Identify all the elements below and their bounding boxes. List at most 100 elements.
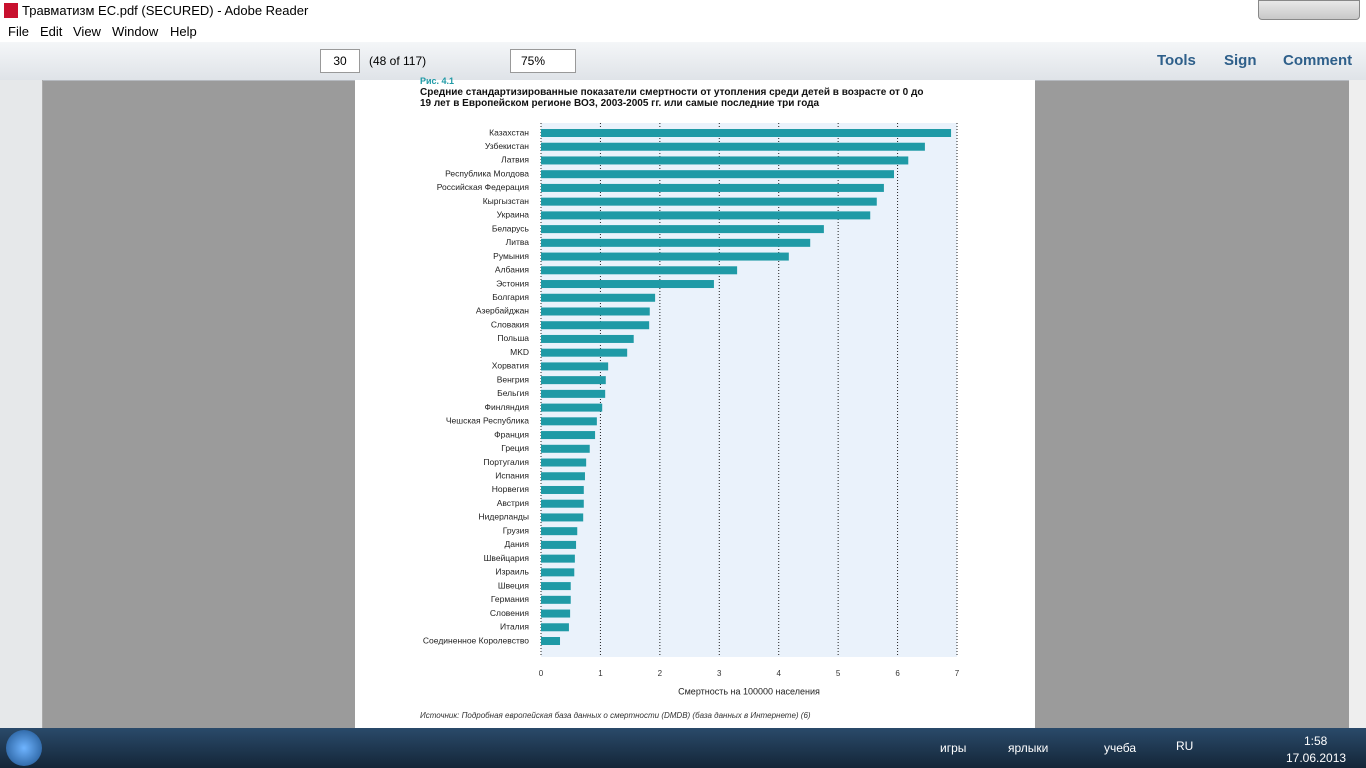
y-tick-label: Узбекистан	[485, 141, 529, 151]
toolbar-item[interactable]: ярлыки	[1008, 741, 1049, 755]
bar	[541, 458, 587, 467]
y-tick-label: Российская Федерация	[437, 182, 530, 192]
start-button[interactable]	[6, 730, 42, 766]
y-tick-label: Бельгия	[497, 388, 529, 398]
y-tick-label: Польша	[497, 333, 529, 343]
y-tick-label: Эстония	[496, 278, 529, 288]
x-tick-label: 0	[539, 669, 544, 678]
y-tick-label: Австрия	[497, 498, 530, 508]
window-controls[interactable]	[1258, 0, 1360, 20]
scrollbar[interactable]	[1349, 80, 1366, 728]
bar	[541, 280, 714, 289]
y-tick-label: Швейцария	[484, 553, 530, 563]
bar	[541, 211, 871, 220]
bar	[541, 499, 584, 508]
bar	[541, 293, 656, 302]
y-tick-label: Греция	[501, 443, 529, 453]
bar	[541, 156, 909, 165]
title-bar: Травматизм ЕС.pdf (SECURED) - Adobe Read…	[0, 0, 1366, 22]
y-tick-label: Кыргызстан	[483, 196, 530, 206]
page-input[interactable]: 30	[320, 49, 360, 73]
app-icon	[4, 3, 18, 18]
bar	[541, 197, 877, 206]
chart-title: Средние стандартизированные показатели с…	[420, 87, 924, 109]
tools-button[interactable]: Tools	[1157, 52, 1196, 69]
x-tick-label: 3	[717, 669, 722, 678]
bar	[541, 334, 634, 343]
chart: 0 1 2 3 4 5 6 7 Смертность на 100000 населения Ка…	[423, 123, 960, 696]
x-tick-label: 7	[955, 669, 960, 678]
toolbar-item[interactable]: учеба	[1104, 741, 1137, 755]
y-tick-label: Германия	[491, 594, 530, 604]
x-tick-label: 6	[895, 669, 900, 678]
y-tick-label: Дания	[504, 539, 529, 549]
y-tick-label: Болгария	[492, 292, 529, 302]
pdf-page: 0 1 2 3 4 5 6 7 Смертность на 100000 населения Ка…	[355, 76, 1035, 728]
window-title: Травматизм ЕС.pdf (SECURED) - Adobe Read…	[22, 3, 309, 18]
bar	[541, 472, 585, 481]
x-tick-label: 2	[658, 669, 663, 678]
bar	[541, 170, 895, 179]
menu-item[interactable]: Help	[170, 24, 197, 39]
toolbar: 30 (48 of 117) 75% Tools Sign Comment	[0, 42, 1366, 81]
menu-item[interactable]: Edit	[40, 24, 63, 39]
y-tick-label: Нидерланды	[479, 512, 529, 522]
bar	[541, 225, 824, 234]
figure-caption: Рис. 4.1	[420, 76, 455, 86]
bar	[541, 554, 575, 563]
y-tick-label: Республика Молдова	[445, 168, 529, 178]
x-tick-label: 1	[598, 669, 603, 678]
clock-date: 17.06.2013	[1286, 751, 1347, 765]
bar	[541, 321, 650, 330]
x-axis-label: Смертность на 100000 населения	[678, 686, 820, 696]
menu-item[interactable]: View	[73, 24, 101, 39]
y-tick-label: Чешская Республика	[446, 416, 529, 426]
menu-bar: File Edit View Window Help	[0, 22, 1366, 42]
taskbar: игры ярлыки учеба RU 1:58 17.06.2013	[0, 728, 1366, 768]
bar	[541, 403, 603, 412]
sign-button[interactable]: Sign	[1224, 52, 1257, 69]
y-tick-label: Литва	[506, 237, 530, 247]
x-tick-label: 4	[776, 669, 781, 678]
y-tick-label: Португалия	[483, 457, 529, 467]
zoom-input[interactable]: 75%	[510, 49, 576, 73]
menu-item[interactable]: File	[8, 24, 29, 39]
y-tick-label: Азербайджан	[476, 306, 529, 316]
y-tick-label: Украина	[497, 210, 530, 220]
bar	[541, 142, 925, 151]
y-tick-label: Грузия	[503, 525, 530, 535]
source-note: Источник: Подробная европейская база дан…	[420, 711, 811, 720]
bar	[541, 376, 606, 385]
y-tick-label: Хорватия	[492, 361, 530, 371]
bar	[541, 348, 628, 357]
y-tick-label: MKD	[510, 347, 529, 357]
bar	[541, 513, 584, 522]
y-tick-label: Казахстан	[489, 127, 529, 137]
toolbar-item[interactable]: игры	[940, 741, 967, 755]
x-tick-label: 5	[836, 669, 841, 678]
navigation-pane	[0, 80, 43, 728]
y-tick-label: Венгрия	[497, 374, 530, 384]
y-tick-label: Швеция	[498, 580, 530, 590]
y-tick-label: Румыния	[493, 251, 529, 261]
bar	[541, 623, 569, 632]
y-tick-label: Беларусь	[492, 223, 530, 233]
comment-button[interactable]: Comment	[1283, 52, 1353, 69]
y-tick-label: Финляндия	[485, 402, 530, 412]
bar	[541, 444, 590, 453]
bar	[541, 609, 571, 618]
bar	[541, 417, 597, 426]
bar	[541, 582, 571, 591]
y-tick-label: Албания	[495, 265, 529, 275]
language[interactable]: RU	[1176, 739, 1194, 753]
bar	[541, 362, 609, 371]
y-tick-label: Словения	[490, 608, 530, 618]
menu-item[interactable]: Window	[112, 24, 159, 39]
bar	[541, 637, 561, 646]
clock-time: 1:58	[1304, 734, 1328, 748]
bar	[541, 183, 884, 192]
y-tick-label: Испания	[495, 471, 529, 481]
bar	[541, 595, 571, 604]
bar	[541, 129, 952, 137]
bar	[541, 307, 650, 316]
